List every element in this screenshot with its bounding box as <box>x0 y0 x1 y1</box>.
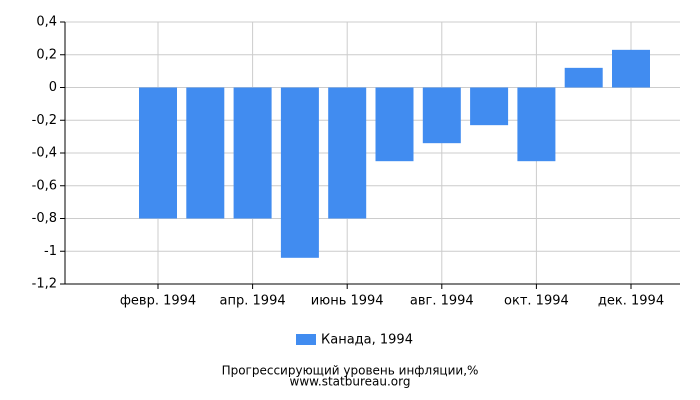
bar <box>564 67 603 88</box>
x-tick-label: авг. 1994 <box>410 294 474 309</box>
y-tick-label: -0,8 <box>32 211 57 226</box>
x-tick-label: февр. 1994 <box>120 294 196 309</box>
bar <box>375 87 414 162</box>
bar <box>517 87 556 162</box>
x-tick-label: дек. 1994 <box>598 294 664 309</box>
x-tick-label: апр. 1994 <box>220 294 286 309</box>
legend-swatch <box>296 334 316 345</box>
y-tick-label: -1 <box>44 244 57 259</box>
x-tick-label: окт. 1994 <box>504 294 569 309</box>
bar <box>186 87 225 219</box>
y-tick-label: 0,2 <box>36 47 57 62</box>
bar <box>280 87 319 258</box>
bar <box>139 87 177 219</box>
y-tick-label: -0,6 <box>32 178 57 193</box>
y-tick-label: -1,2 <box>32 277 57 292</box>
bar <box>422 87 461 144</box>
bar <box>233 87 272 219</box>
y-tick-label: -0,2 <box>32 113 57 128</box>
y-tick-label: -0,4 <box>32 146 57 161</box>
x-tick-label: июнь 1994 <box>311 294 384 309</box>
footer-text: Прогрессирующий уровень инфляции,% <box>222 364 479 378</box>
legend-label: Канада, 1994 <box>321 333 413 348</box>
y-tick-label: 0 <box>49 80 57 95</box>
y-tick-label: 0,4 <box>36 15 57 30</box>
footer-text: www.statbureau.org <box>290 375 411 389</box>
bar <box>470 87 509 126</box>
bar <box>612 49 650 88</box>
bar <box>328 87 367 219</box>
